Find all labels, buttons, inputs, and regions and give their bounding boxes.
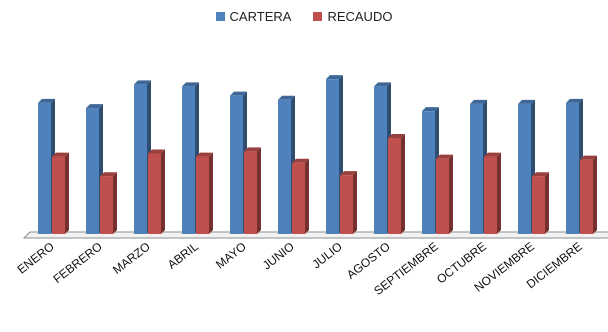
floor [22, 231, 608, 239]
bar-top-recaudo-marzo [148, 149, 165, 154]
legend-item-recaudo: RECAUDO [313, 9, 392, 24]
bar-top-recaudo-junio [292, 158, 309, 163]
x-tick-label-junio: JUNIO [260, 239, 297, 272]
bar-side-recaudo-septiembre [449, 154, 453, 234]
bar-top-cartera-agosto [374, 82, 391, 87]
bar-side-recaudo-julio [353, 171, 357, 234]
bar-cartera-julio [326, 79, 339, 235]
bar-top-cartera-abril [182, 82, 199, 87]
bar-top-recaudo-septiembre [436, 154, 453, 159]
bar-side-recaudo-enero [65, 152, 69, 234]
x-tick-label-marzo: MARZO [110, 239, 153, 277]
bar-top-recaudo-octubre [484, 152, 501, 157]
bar-cartera-agosto [374, 86, 387, 234]
bar-top-cartera-diciembre [566, 98, 583, 103]
bar-cartera-enero [38, 102, 51, 234]
legend-label-cartera: CARTERA [229, 9, 292, 24]
bar-recaudo-julio [340, 175, 353, 234]
bar-recaudo-noviembre [532, 176, 545, 234]
bar-side-recaudo-marzo [161, 149, 165, 234]
bar-side-recaudo-agosto [401, 134, 405, 234]
bar-top-recaudo-agosto [388, 134, 405, 138]
x-tick-label-abril: ABRIL [165, 239, 201, 272]
bar-cartera-junio [278, 99, 291, 234]
bar-top-cartera-mayo [230, 91, 247, 96]
legend-swatch-cartera [215, 12, 225, 21]
bar-recaudo-marzo [148, 153, 161, 234]
bar-cartera-octubre [470, 103, 483, 234]
bar-side-recaudo-junio [305, 158, 309, 234]
bar-top-recaudo-febrero [100, 172, 117, 177]
bar-recaudo-mayo [244, 151, 257, 234]
bar-top-cartera-junio [278, 95, 295, 100]
bar-side-recaudo-mayo [257, 147, 261, 234]
x-tick-label-enero: ENERO [15, 239, 57, 276]
x-tick-label-julio: JULIO [309, 239, 344, 271]
bar-top-recaudo-enero [52, 152, 69, 157]
bar-side-recaudo-febrero [113, 172, 117, 234]
bar-top-cartera-septiembre [422, 107, 439, 112]
bar-recaudo-agosto [388, 138, 401, 234]
bar-recaudo-octubre [484, 156, 497, 234]
bar-side-recaudo-noviembre [545, 172, 549, 234]
x-tick-label-febrero: FEBRERO [51, 239, 105, 286]
legend-item-cartera: CARTERA [215, 9, 292, 24]
bar-side-recaudo-octubre [497, 152, 501, 234]
legend-swatch-recaudo [313, 12, 323, 21]
bar-recaudo-junio [292, 162, 305, 234]
bar-cartera-mayo [230, 95, 243, 234]
legend: CARTERA RECAUDO [0, 9, 608, 24]
legend-label-recaudo: RECAUDO [327, 9, 393, 24]
bar-top-cartera-noviembre [518, 99, 535, 104]
bar-recaudo-septiembre [436, 158, 449, 234]
bar-cartera-septiembre [422, 111, 435, 234]
bar-cartera-noviembre [518, 103, 531, 234]
x-tick-label-mayo: MAYO [213, 239, 249, 271]
bar-cartera-abril [182, 86, 195, 234]
bar-top-recaudo-diciembre [580, 155, 597, 160]
bar-recaudo-enero [52, 156, 65, 234]
bar-recaudo-febrero [100, 176, 113, 234]
bar-top-recaudo-abril [196, 152, 213, 157]
bar-top-cartera-julio [326, 75, 343, 80]
bar-top-cartera-marzo [134, 80, 151, 85]
bar-top-cartera-octubre [470, 99, 487, 104]
bar-top-recaudo-mayo [244, 147, 261, 152]
bar-recaudo-diciembre [580, 159, 593, 234]
bar-cartera-marzo [134, 84, 147, 235]
bar-top-recaudo-julio [340, 171, 357, 176]
bar-recaudo-abril [196, 156, 209, 234]
bar-side-recaudo-abril [209, 152, 213, 234]
bar-top-cartera-enero [38, 98, 55, 103]
bar-top-recaudo-noviembre [532, 172, 549, 177]
bar-cartera-diciembre [566, 102, 579, 234]
bar-top-cartera-febrero [86, 104, 103, 109]
bar-side-recaudo-diciembre [593, 155, 597, 234]
bar-cartera-febrero [86, 108, 99, 234]
